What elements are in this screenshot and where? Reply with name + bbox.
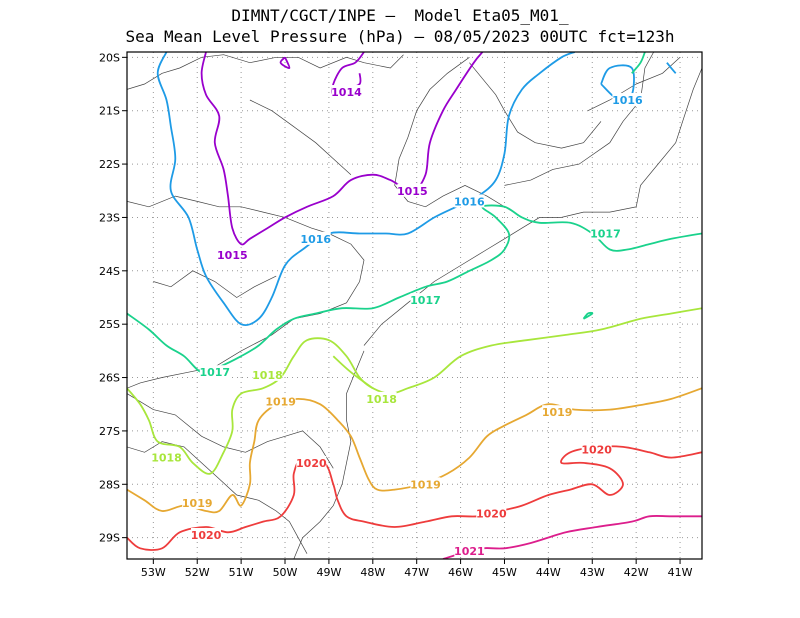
- lon-tick-label: 50W: [273, 566, 298, 579]
- lon-tick-label: 51W: [229, 566, 254, 579]
- boundary-line: [249, 99, 352, 175]
- isobar-label-bg: [151, 450, 182, 464]
- isobar-label-bg: [366, 391, 397, 405]
- isobar-1020: [127, 445, 702, 551]
- lon-tick-label: 42W: [624, 566, 649, 579]
- isobar-label-1017: 1017: [410, 294, 441, 307]
- isobar-label-1021: 1021: [454, 545, 485, 558]
- lon-tick-label: 45W: [492, 566, 517, 579]
- lat-tick-label: 21S: [99, 105, 120, 118]
- isobar-label-1020: 1020: [581, 444, 612, 457]
- isobar-label-bg: [265, 394, 296, 408]
- lat-tick-label: 22S: [99, 158, 120, 171]
- isobar-1019: [127, 387, 702, 514]
- isobar-label-1017: 1017: [199, 366, 230, 379]
- isobar-label-1019: 1019: [182, 497, 213, 510]
- lon-tick-label: 43W: [580, 566, 605, 579]
- lat-tick-label: 28S: [99, 478, 120, 491]
- isobar-1017: [582, 311, 594, 320]
- lat-tick-label: 23S: [99, 211, 120, 224]
- lat-tick-label: 29S: [99, 532, 120, 545]
- isobar-label-1016: 1016: [454, 195, 485, 208]
- title-line-1: DIMNT/CGCT/INPE — Model Eta05_M01_: [231, 6, 569, 25]
- isobar-label-1018: 1018: [366, 393, 397, 406]
- isobar-label-1020: 1020: [191, 529, 222, 542]
- isobar-label-bg: [331, 85, 362, 99]
- boundary-line: [394, 57, 514, 213]
- isobar-1016: [156, 52, 576, 326]
- isobar-1015: [279, 56, 291, 69]
- isobar-label-bg: [542, 405, 573, 419]
- lon-tick-label: 48W: [360, 566, 385, 579]
- isobar-label-bg: [300, 231, 331, 245]
- isobar-label-bg: [581, 442, 612, 456]
- isobar-label-bg: [217, 247, 248, 261]
- map-frame: [126, 51, 703, 560]
- isobar-label-bg: [612, 93, 643, 107]
- isobar-1018: [127, 307, 702, 475]
- boundary-line: [127, 54, 404, 90]
- lon-tick-label: 53W: [141, 566, 166, 579]
- isobar-labels: 1014 1015 1015 1016 1016 1016 1017 1017 1017 1018…: [151, 85, 643, 558]
- isobar-label-bg: [182, 495, 213, 509]
- isobar-label-bg: [454, 543, 485, 557]
- isobar-label-1016: 1016: [300, 233, 331, 246]
- isobar-label-bg: [397, 183, 428, 197]
- title-line-2: Sea Mean Level Pressure (hPa) — 08/05/20…: [125, 27, 675, 46]
- boundary-line: [153, 270, 277, 298]
- lat-tick-label: 24S: [99, 265, 120, 278]
- lon-tick-label: 41W: [668, 566, 693, 579]
- isobar-label-1014: 1014: [331, 86, 362, 99]
- lat-tick-label: 26S: [99, 372, 120, 385]
- isobar-label-bg: [199, 365, 230, 379]
- isobar-1018: [332, 355, 374, 389]
- isobar-label-1019: 1019: [410, 478, 441, 491]
- isobar-label-1019: 1019: [265, 396, 296, 409]
- lat-tick-label: 25S: [99, 318, 120, 331]
- isobar-label-1015: 1015: [397, 185, 428, 198]
- isobar-label-1020: 1020: [476, 508, 507, 521]
- boundary-line: [127, 393, 334, 469]
- lat-tick-label: 20S: [99, 51, 120, 64]
- lon-tick-label: 44W: [536, 566, 561, 579]
- lon-tick-label: 46W: [448, 566, 473, 579]
- isobar-label-bg: [590, 226, 621, 240]
- isobar-1015: [200, 52, 484, 246]
- boundary-line: [363, 67, 702, 346]
- isobar-label-bg: [410, 477, 441, 491]
- isobar-label-bg: [252, 367, 283, 381]
- isobar-label-bg: [410, 293, 441, 307]
- isobar-label-1019: 1019: [542, 406, 573, 419]
- isobar-label-bg: [476, 506, 507, 520]
- isobar-label-1018: 1018: [252, 369, 283, 382]
- lon-tick-label: 52W: [185, 566, 210, 579]
- lon-tick-label: 47W: [404, 566, 429, 579]
- isobar-1016: [666, 62, 677, 74]
- isobar-label-1015: 1015: [217, 249, 248, 262]
- isobar-label-1016: 1016: [612, 94, 643, 107]
- isobar-label-1018: 1018: [151, 452, 182, 465]
- isobar-1017: [631, 52, 646, 74]
- boundary-line: [587, 57, 681, 112]
- isobar-label-bg: [296, 455, 327, 469]
- lon-tick-label: 49W: [316, 566, 341, 579]
- isobar-label-bg: [454, 194, 485, 208]
- boundary-line: [504, 52, 655, 186]
- boundary-line: [293, 350, 365, 559]
- isobar-label-1017: 1017: [590, 227, 621, 240]
- isobar-label-1020: 1020: [296, 457, 327, 470]
- axis-ticks: 53W 52W 51W 50W 49W 48W 47W 46W 45W 44W 43W 42W 41W 2…: [99, 51, 693, 579]
- boundary-line: [469, 62, 602, 149]
- isobar-label-bg: [191, 527, 222, 541]
- lat-tick-label: 27S: [99, 425, 120, 438]
